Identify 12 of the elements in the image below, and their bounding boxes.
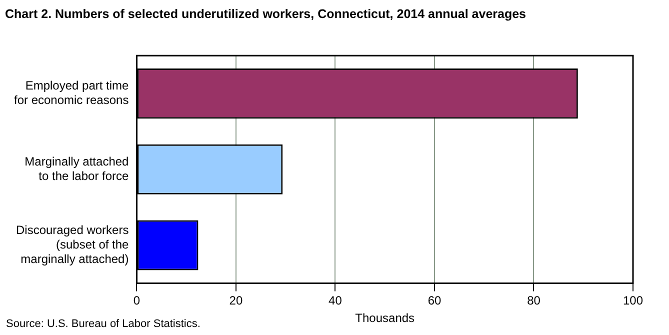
y-tick-label: Marginally attached to the labor force (24, 154, 130, 183)
y-tick-label: Employed part time for economic reasons (14, 78, 130, 108)
x-tick-label: 60 (428, 294, 442, 308)
x-axis-title: Thousands (355, 311, 415, 326)
source-note: Source: U.S. Bureau of Labor Statistics. (6, 318, 200, 330)
x-tick-label: 80 (527, 294, 541, 308)
x-tick-label: 0 (133, 294, 140, 308)
y-tick-label: Discouraged workers (subset of the marginally attached) (16, 223, 130, 266)
chart-title: Chart 2. Numbers of selected underutilized workers, Connecticut, 2014 annual averages (5, 7, 526, 21)
x-tick-label: 100 (622, 294, 644, 308)
x-tick-label: 20 (229, 294, 243, 308)
x-tick-label: 40 (328, 294, 342, 308)
